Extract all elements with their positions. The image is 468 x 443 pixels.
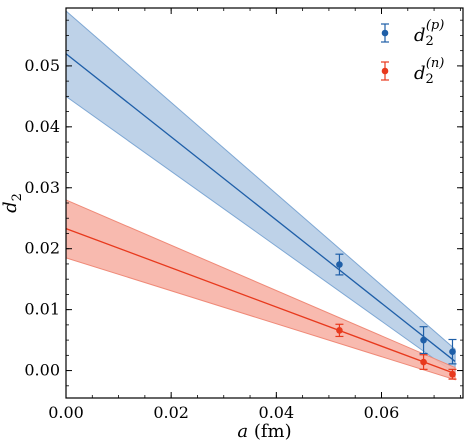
legend-entry-0: d2(p) [381,18,444,49]
y-tick-label: 0.00 [24,361,60,380]
x-tick-label: 0.06 [364,403,400,422]
fit-line-series-0 [65,53,456,362]
fit-line-series-1 [65,227,456,375]
data-points [335,253,457,380]
data-point-series-1-2 [448,368,457,380]
data-point-series-1-0 [335,323,344,338]
y-tick-label: 0.04 [24,117,60,136]
x-tick-label: 0.04 [259,403,295,422]
x-tick-label: 0.00 [48,403,84,422]
legend-entry-1: d2(n) [381,56,444,87]
y-axis-label: d2 [0,193,25,213]
y-tick-label: 0.02 [24,239,60,258]
y-tick-label: 0.05 [24,56,60,75]
legend-label-1: d2(n) [414,56,444,87]
x-tick-label: 0.02 [153,403,189,422]
confidence-bands [65,9,456,381]
data-point-series-0-1 [419,326,428,355]
data-point-series-0-0 [335,253,344,276]
y-tick-label: 0.01 [24,300,60,319]
y-tick-label: 0.03 [24,178,60,197]
legend-label-0: d2(p) [414,18,444,49]
x-axis-label: a (fm) [237,421,291,442]
fit-lines [65,53,456,375]
data-point-series-0-2 [448,338,457,365]
data-point-series-1-1 [419,354,428,370]
legend: d2(p) d2(n) [381,18,444,87]
axis-ticks: 0.00 0.02 0.04 0.06 0.00 0.01 0.02 0.03 0.04 0.05 [24,8,463,422]
